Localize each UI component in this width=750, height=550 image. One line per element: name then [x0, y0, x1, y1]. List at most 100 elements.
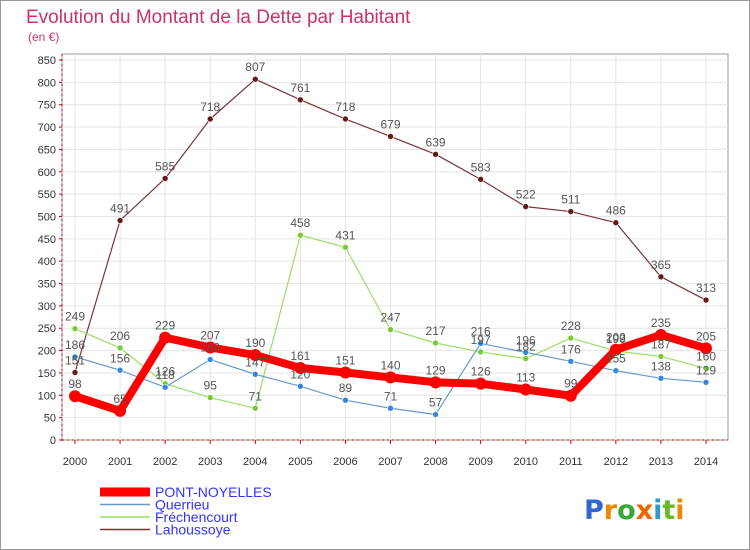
data-label: 186 — [65, 338, 85, 352]
data-point — [567, 358, 575, 365]
y-tick-label: 500 — [38, 211, 56, 223]
x-tick-label: 2009 — [468, 456, 492, 468]
data-point — [71, 369, 79, 376]
data-point — [206, 394, 214, 401]
data-point — [522, 355, 530, 362]
data-point — [700, 342, 712, 355]
y-tick-label: 150 — [38, 368, 56, 380]
data-label: 491 — [110, 201, 130, 215]
data-point — [251, 75, 259, 83]
data-label: 207 — [200, 328, 220, 342]
data-label: 126 — [471, 365, 491, 379]
data-label: 522 — [516, 188, 536, 202]
data-point — [297, 231, 304, 239]
data-point — [612, 219, 620, 227]
data-point — [69, 390, 81, 403]
y-tick-label: 550 — [38, 189, 56, 201]
y-tick-label: 400 — [38, 256, 56, 268]
data-point — [609, 343, 622, 356]
y-tick-label: 100 — [38, 390, 56, 402]
data-point — [567, 208, 575, 215]
x-tick-label: 2007 — [378, 456, 402, 468]
logo-letter: o — [617, 495, 636, 526]
data-label: 431 — [335, 228, 355, 242]
data-label: 190 — [245, 336, 265, 350]
data-point — [251, 404, 259, 412]
data-label: 151 — [335, 353, 355, 367]
chart-subtitle: (en €) — [28, 30, 59, 44]
data-label: 160 — [696, 349, 716, 363]
x-tick-label: 2001 — [108, 456, 132, 468]
x-tick-label: 2000 — [63, 456, 87, 468]
data-label: 151 — [65, 353, 85, 367]
data-label: 138 — [651, 359, 671, 373]
series-lahoussoye — [71, 75, 710, 376]
data-label: 180 — [200, 341, 220, 355]
y-tick-label: 800 — [38, 77, 56, 89]
data-label: 156 — [110, 351, 130, 365]
axes: 0 50 100 150 200 250 300 350 400 450 500 550 600 650 7… — [38, 54, 728, 468]
data-label: 57 — [429, 396, 443, 410]
data-label: 458 — [290, 216, 310, 230]
x-tick-label: 2010 — [513, 456, 537, 468]
data-point — [702, 365, 710, 372]
data-point — [654, 328, 667, 341]
y-tick-label: 350 — [38, 279, 56, 291]
x-tick-label: 2006 — [333, 456, 357, 468]
data-point — [342, 115, 349, 123]
data-label: 89 — [339, 381, 353, 395]
data-label: 161 — [290, 349, 310, 363]
data-point — [522, 203, 530, 210]
data-point — [116, 217, 124, 224]
data-point — [116, 344, 124, 352]
data-label: 182 — [516, 340, 536, 354]
data-point — [206, 356, 214, 363]
data-point — [657, 353, 665, 360]
data-label: 126 — [155, 365, 175, 379]
logo-letter: P — [584, 495, 604, 526]
data-point — [342, 244, 349, 251]
legend-label: PONT-NOYELLES — [155, 484, 272, 500]
data-point — [297, 383, 304, 390]
data-label: 176 — [561, 342, 581, 356]
data-label: 235 — [651, 316, 671, 330]
data-point — [612, 367, 620, 375]
y-tick-label: 850 — [38, 55, 56, 67]
data-label: 229 — [155, 319, 175, 333]
data-label: 118 — [156, 368, 175, 382]
y-tick-label: 50 — [44, 413, 56, 425]
y-tick-label: 600 — [38, 167, 56, 179]
data-point — [432, 411, 439, 418]
data-point — [161, 175, 169, 182]
data-point — [297, 96, 304, 104]
proxiti-logo: Proxiti — [584, 495, 685, 526]
legend-item: Lahoussoye — [100, 522, 231, 538]
y-tick-label: 450 — [38, 234, 56, 246]
data-label: 196 — [516, 333, 536, 347]
data-label: 99 — [564, 377, 578, 391]
logo-letter: t — [662, 495, 675, 526]
data-label: 216 — [471, 324, 491, 338]
data-label: 197 — [471, 333, 491, 347]
data-point — [429, 376, 442, 389]
x-tick-label: 2013 — [649, 456, 673, 468]
data-label: 718 — [335, 100, 355, 114]
data-label: 65 — [113, 392, 127, 406]
data-point — [702, 379, 710, 386]
plot-frame — [61, 53, 729, 441]
legend-item: PONT-NOYELLES — [100, 484, 272, 500]
data-point — [474, 377, 487, 390]
data-point — [387, 326, 394, 333]
x-tick-label: 2005 — [288, 456, 312, 468]
data-point — [657, 375, 665, 382]
data-label: 511 — [561, 193, 580, 207]
data-point — [204, 341, 217, 354]
data-point — [519, 383, 532, 396]
data-point — [657, 273, 665, 281]
data-label: 155 — [606, 352, 626, 366]
data-label: 228 — [561, 319, 581, 333]
data-label: 206 — [110, 329, 130, 343]
data-label: 71 — [384, 389, 398, 403]
data-point — [702, 296, 710, 304]
